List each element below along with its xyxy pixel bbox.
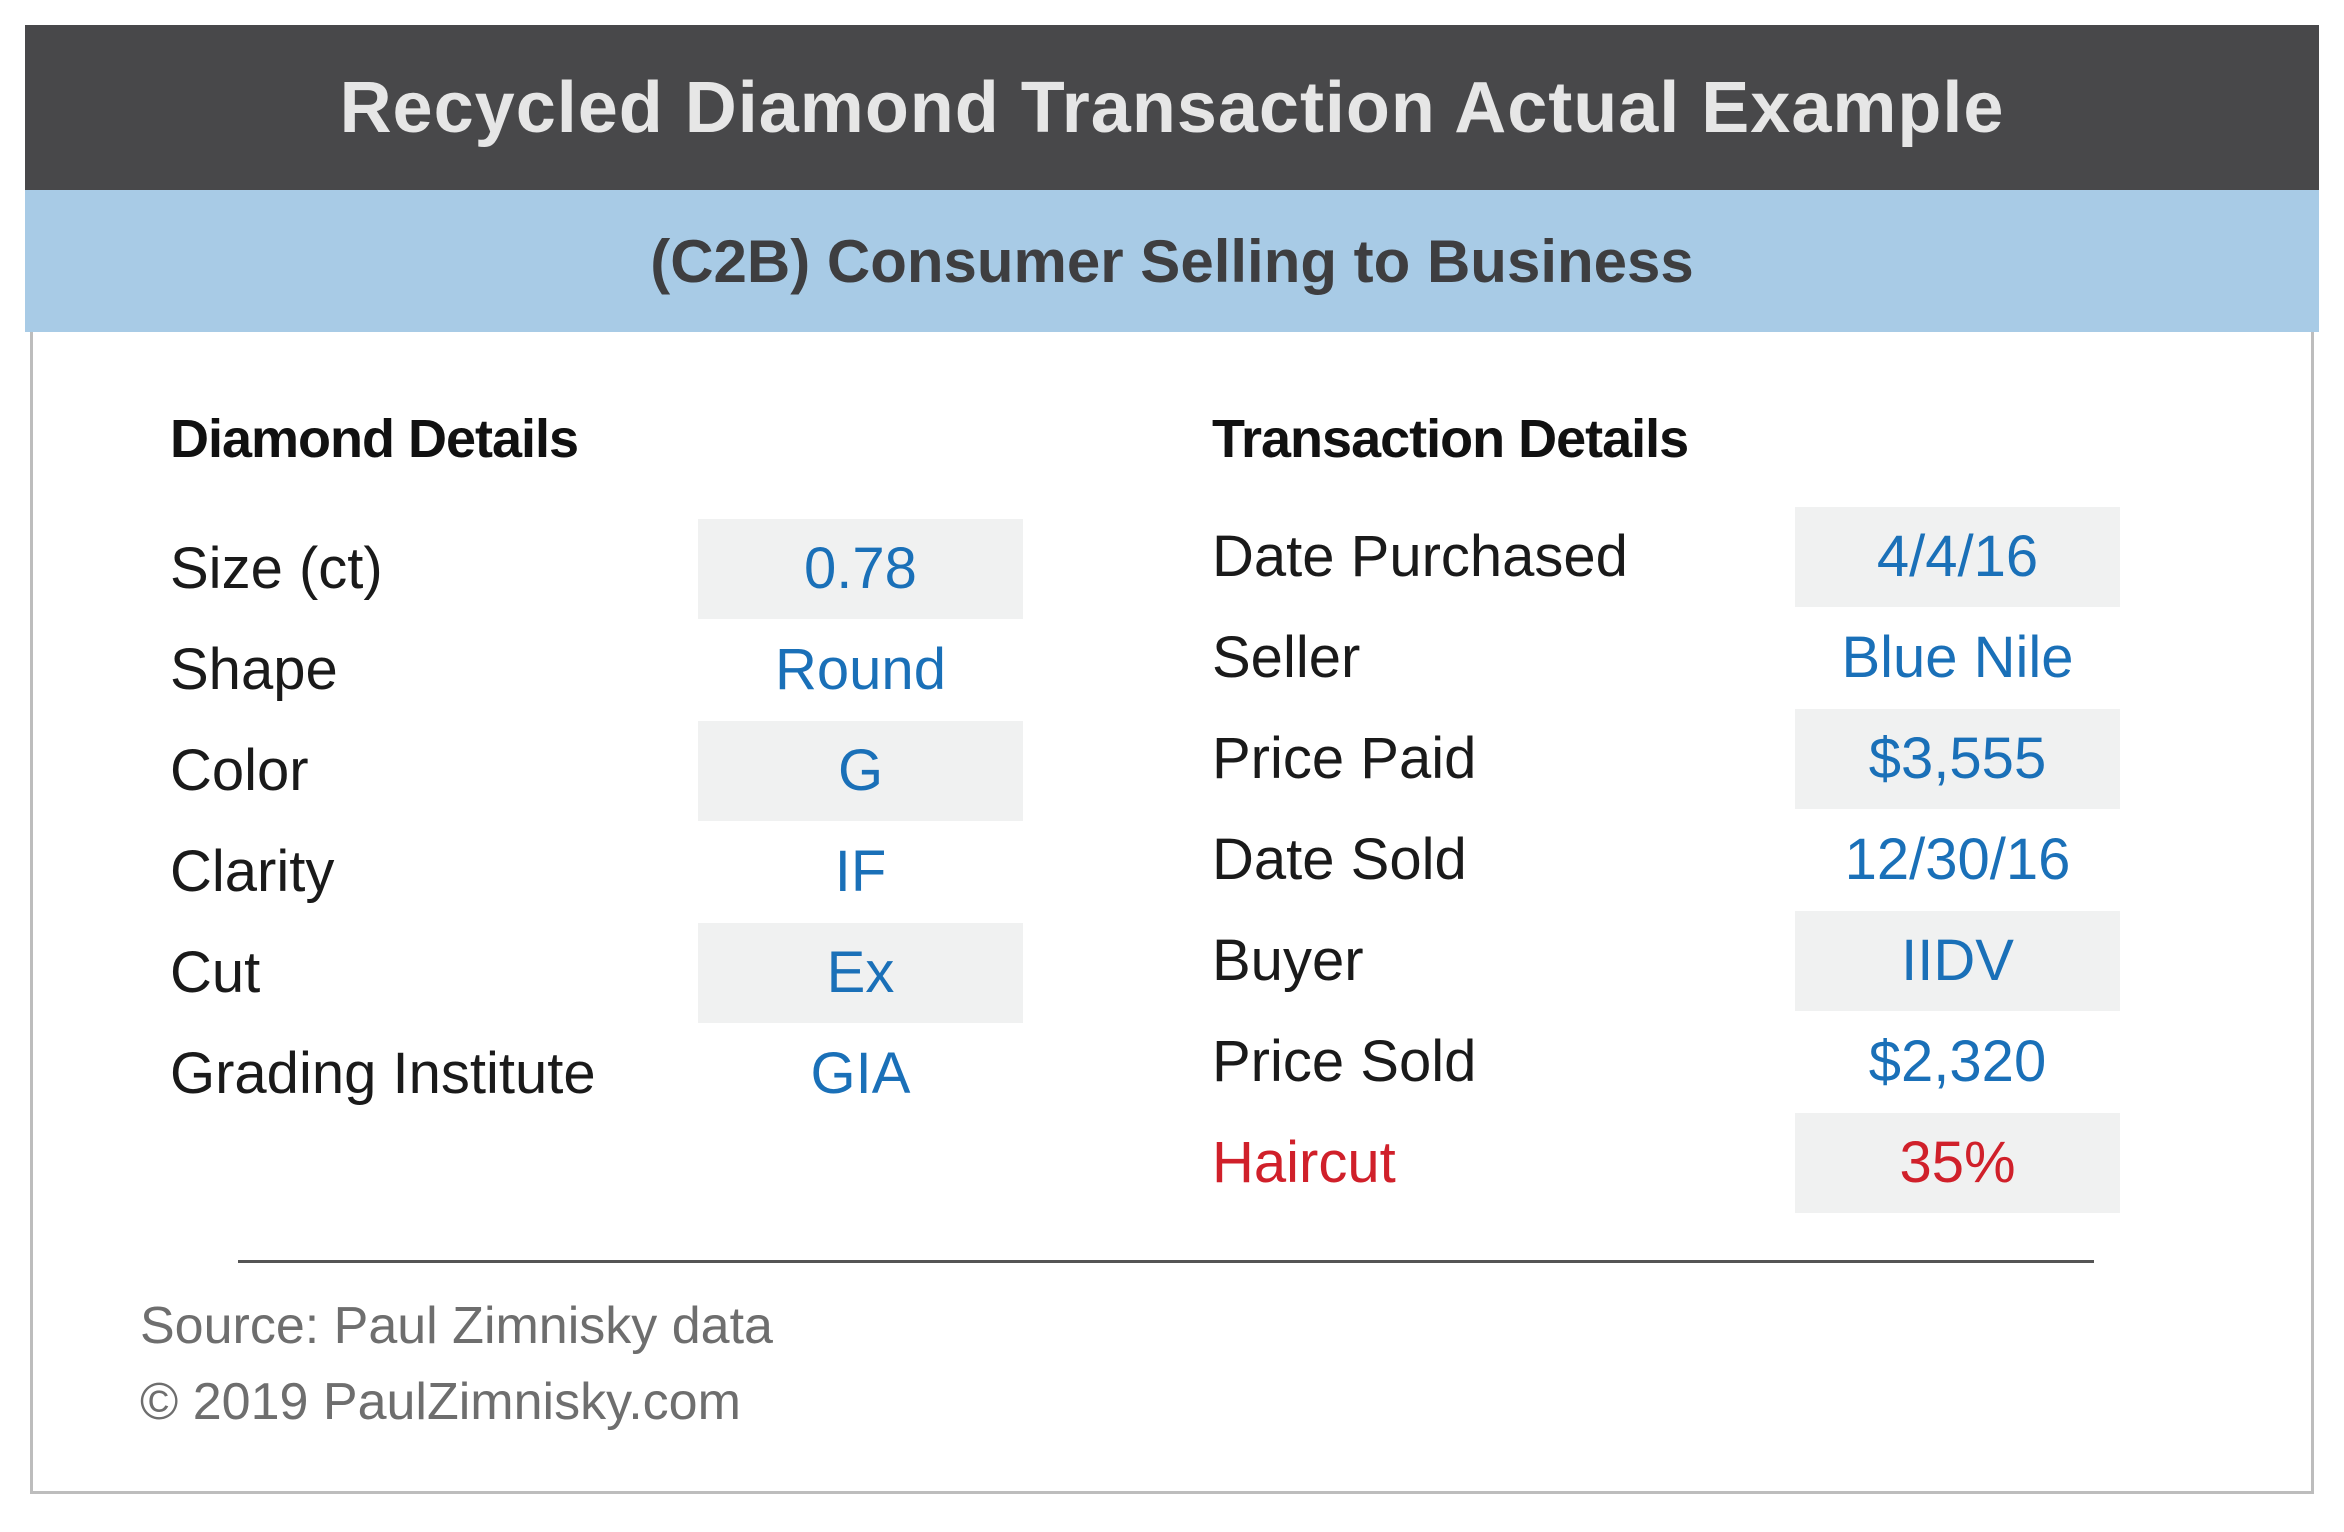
diamond-label-grading-institute: Grading Institute <box>170 1041 596 1106</box>
transaction-value-buyer: IIDV <box>1795 911 2120 1011</box>
page-subtitle: (C2B) Consumer Selling to Business <box>25 190 2319 332</box>
diamond-label-shape: Shape <box>170 637 338 702</box>
source-note: Source: Paul Zimnisky data <box>140 1297 773 1355</box>
transaction-value-haircut: 35% <box>1795 1113 2120 1213</box>
diamond-label-clarity: Clarity <box>170 839 335 904</box>
diamond-value-clarity: IF <box>834 839 887 904</box>
diamond-value-color: G <box>698 721 1023 821</box>
diamond-value-grading-institute: GIA <box>810 1041 911 1106</box>
diamond-value-cut: Ex <box>698 923 1023 1023</box>
copyright-note: © 2019 PaulZimnisky.com <box>140 1373 741 1431</box>
transaction-label-price-sold: Price Sold <box>1212 1029 1477 1094</box>
transaction-label-price-paid: Price Paid <box>1212 726 1477 791</box>
transaction-value-date-sold: 12/30/16 <box>1844 827 2071 892</box>
transaction-value-seller: Blue Nile <box>1841 625 2074 690</box>
transaction-details-heading: Transaction Details <box>1212 409 1689 469</box>
diamond-details-heading: Diamond Details <box>170 409 579 469</box>
transaction-label-seller: Seller <box>1212 625 1361 690</box>
transaction-label-haircut: Haircut <box>1212 1130 1396 1195</box>
transaction-label-date-purchased: Date Purchased <box>1212 524 1628 589</box>
diamond-label-color: Color <box>170 738 309 803</box>
diamond-value-shape: Round <box>775 637 946 702</box>
transaction-value-price-sold: $2,320 <box>1868 1029 2047 1094</box>
diamond-label-cut: Cut <box>170 940 261 1005</box>
transaction-label-buyer: Buyer <box>1212 928 1364 993</box>
transaction-value-price-paid: $3,555 <box>1795 709 2120 809</box>
diamond-label-size: Size (ct) <box>170 536 383 601</box>
page-title: Recycled Diamond Transaction Actual Exam… <box>25 25 2319 190</box>
transaction-value-date-purchased: 4/4/16 <box>1795 507 2120 607</box>
transaction-label-date-sold: Date Sold <box>1212 827 1467 892</box>
footer-divider <box>238 1260 2094 1263</box>
diamond-value-size: 0.78 <box>698 519 1023 619</box>
